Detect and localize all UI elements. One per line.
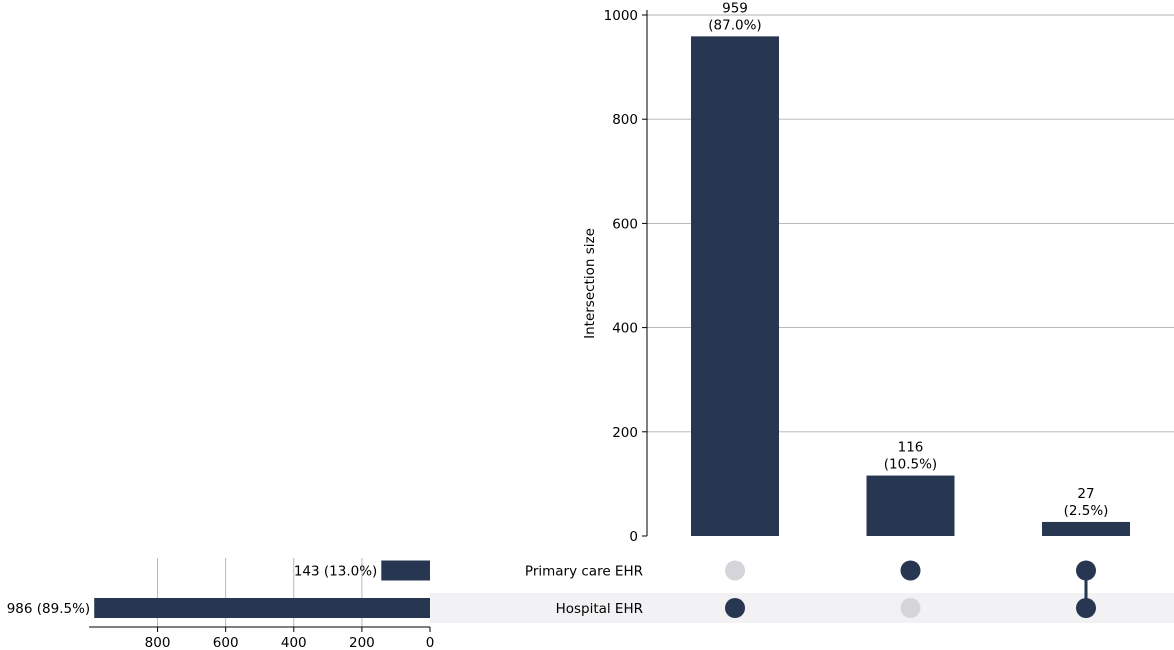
matrix-dot-filled [900,560,921,581]
set-x-tick-label: 400 [281,635,307,650]
bar-percent-label: (87.0%) [708,17,761,33]
bar-percent-label: (10.5%) [884,457,937,473]
matrix-dot-filled [725,598,745,618]
matrix-dot-empty [900,598,921,618]
matrix-dot-empty [725,560,745,581]
intersection-bar [691,36,779,537]
y-tick-label: 200 [612,425,638,441]
bar-count-label: 959 [722,0,748,16]
intersection-bar [866,475,955,536]
set-size-label: 143 (13.0%) [294,564,377,580]
matrix-dot-filled [1076,560,1096,581]
set-x-tick-label: 200 [349,635,375,650]
y-tick-label: 1000 [604,8,638,24]
set-x-tick-label: 0 [426,635,435,650]
set-x-tick-label: 800 [145,635,171,650]
y-tick-label: 400 [612,321,638,337]
set-name-label: Hospital EHR [556,601,643,617]
bar-percent-label: (2.5%) [1064,503,1109,519]
y-tick-label: 0 [629,529,638,545]
y-tick-label: 600 [612,216,638,232]
set-size-label: 986 (89.5%) [7,601,90,617]
matrix-dot-filled [1076,598,1096,618]
intersection-bar [1042,521,1130,536]
set-name-label: Primary care EHR [525,564,643,580]
set-size-bar [381,560,430,581]
set-size-bar [94,598,430,618]
matrix-row-stripe [430,593,1174,623]
set-x-tick-label: 600 [213,635,239,650]
bar-count-label: 116 [898,440,924,456]
bar-count-label: 27 [1077,486,1094,502]
y-axis-title: Intersection size [582,228,598,339]
y-tick-label: 800 [612,112,638,128]
